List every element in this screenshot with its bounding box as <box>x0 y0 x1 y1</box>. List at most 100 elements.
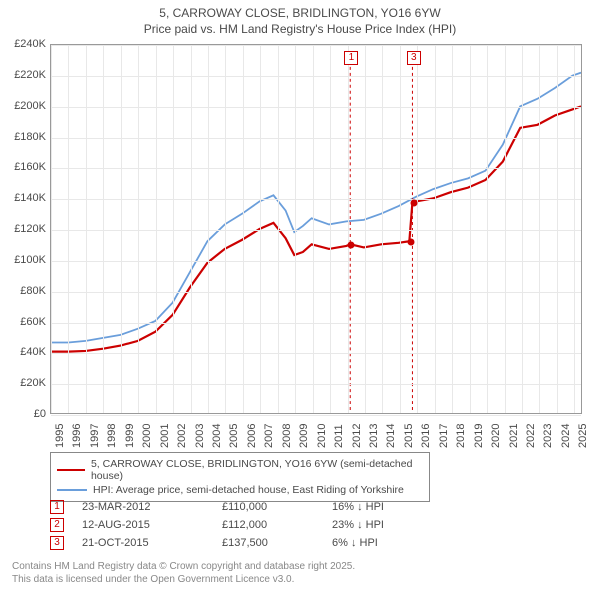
x-tick-label: 2009 <box>298 424 310 448</box>
y-tick-label: £120K <box>0 223 46 235</box>
gridline-v <box>365 45 366 413</box>
x-tick-label: 2008 <box>281 424 293 448</box>
gridline-v <box>208 45 209 413</box>
gridline-v <box>557 45 558 413</box>
gridline-v <box>330 45 331 413</box>
gridline-h <box>51 230 581 231</box>
gridline-v <box>417 45 418 413</box>
footer-line-1: Contains HM Land Registry data © Crown c… <box>12 561 355 574</box>
gridline-v <box>103 45 104 413</box>
gridline-v <box>243 45 244 413</box>
x-tick-label: 1995 <box>54 424 66 448</box>
x-tick-label: 2010 <box>316 424 328 448</box>
y-tick-label: £80K <box>0 285 46 297</box>
sale-row: 1 23-MAR-2012£110,00016% ↓ HPI <box>50 498 442 516</box>
gridline-v <box>400 45 401 413</box>
x-tick-label: 2021 <box>508 424 520 448</box>
gridline-h <box>51 384 581 385</box>
sale-date: 23-MAR-2012 <box>82 501 222 513</box>
gridline-v <box>470 45 471 413</box>
y-tick-label: £200K <box>0 100 46 112</box>
gridline-v <box>68 45 69 413</box>
footer-text: Contains HM Land Registry data © Crown c… <box>12 561 355 586</box>
y-tick-label: £20K <box>0 377 46 389</box>
gridline-v <box>121 45 122 413</box>
gridline-h <box>51 107 581 108</box>
gridline-h <box>51 45 581 46</box>
gridline-h <box>51 199 581 200</box>
sale-dot <box>348 242 355 249</box>
x-tick-label: 2018 <box>455 424 467 448</box>
x-tick-label: 2023 <box>542 424 554 448</box>
y-tick-label: £100K <box>0 254 46 266</box>
gridline-h <box>51 323 581 324</box>
gridline-v <box>173 45 174 413</box>
y-tick-label: £180K <box>0 131 46 143</box>
gridline-h <box>51 261 581 262</box>
legend-box: 5, CARROWAY CLOSE, BRIDLINGTON, YO16 6YW… <box>50 452 430 502</box>
sale-price: £110,000 <box>222 501 332 513</box>
gridline-h <box>51 138 581 139</box>
x-tick-label: 1996 <box>71 424 83 448</box>
sale-row: 212-AUG-2015£112,00023% ↓ HPI <box>50 516 442 534</box>
gridline-v <box>225 45 226 413</box>
x-tick-label: 2005 <box>228 424 240 448</box>
x-tick-label: 2017 <box>438 424 450 448</box>
y-tick-label: £220K <box>0 69 46 81</box>
legend-swatch <box>57 489 87 491</box>
sale-diff: 16% ↓ HPI <box>332 501 442 513</box>
gridline-h <box>51 292 581 293</box>
x-tick-label: 2015 <box>403 424 415 448</box>
gridline-v <box>487 45 488 413</box>
y-tick-label: £140K <box>0 192 46 204</box>
legend-swatch <box>57 469 85 471</box>
sale-dot <box>410 200 417 207</box>
x-tick-label: 2013 <box>368 424 380 448</box>
sale-price: £112,000 <box>222 519 332 531</box>
sale-marker: 1 <box>50 500 64 514</box>
gridline-h <box>51 415 581 416</box>
series-hpi <box>51 73 581 343</box>
legend-label: HPI: Average price, semi-detached house,… <box>93 484 404 496</box>
x-tick-label: 2007 <box>263 424 275 448</box>
chart-marker: 3 <box>407 51 421 65</box>
footer-line-2: This data is licensed under the Open Gov… <box>12 574 355 587</box>
x-tick-label: 2011 <box>333 424 345 448</box>
gridline-h <box>51 168 581 169</box>
legend-row: HPI: Average price, semi-detached house,… <box>57 483 423 497</box>
x-tick-label: 2022 <box>525 424 537 448</box>
y-tick-label: £40K <box>0 346 46 358</box>
gridline-v <box>435 45 436 413</box>
legend-label: 5, CARROWAY CLOSE, BRIDLINGTON, YO16 6YW… <box>91 458 423 482</box>
sales-table: 1 23-MAR-2012£110,00016% ↓ HPI 212-AUG-201… <box>50 498 442 552</box>
x-tick-label: 2016 <box>420 424 432 448</box>
y-tick-label: £240K <box>0 38 46 50</box>
x-tick-label: 2014 <box>385 424 397 448</box>
chart-svg <box>51 45 581 413</box>
y-tick-label: £160K <box>0 161 46 173</box>
sale-diff: 23% ↓ HPI <box>332 519 442 531</box>
x-tick-label: 2025 <box>577 424 589 448</box>
plot-area: 13 <box>50 44 582 414</box>
gridline-v <box>539 45 540 413</box>
gridline-v <box>452 45 453 413</box>
x-tick-label: 1997 <box>89 424 101 448</box>
gridline-v <box>156 45 157 413</box>
x-tick-label: 2006 <box>246 424 258 448</box>
sale-row: 321-OCT-2015£137,5006% ↓ HPI <box>50 534 442 552</box>
gridline-v <box>86 45 87 413</box>
gridline-v <box>574 45 575 413</box>
x-tick-label: 2002 <box>176 424 188 448</box>
x-tick-label: 2004 <box>211 424 223 448</box>
gridline-v <box>51 45 52 413</box>
x-tick-label: 2024 <box>560 424 572 448</box>
sale-diff: 6% ↓ HPI <box>332 537 442 549</box>
gridline-v <box>348 45 349 413</box>
gridline-v <box>522 45 523 413</box>
y-tick-label: £0 <box>0 408 46 420</box>
gridline-v <box>382 45 383 413</box>
gridline-v <box>138 45 139 413</box>
sale-price: £137,500 <box>222 537 332 549</box>
gridline-h <box>51 353 581 354</box>
y-tick-label: £60K <box>0 316 46 328</box>
